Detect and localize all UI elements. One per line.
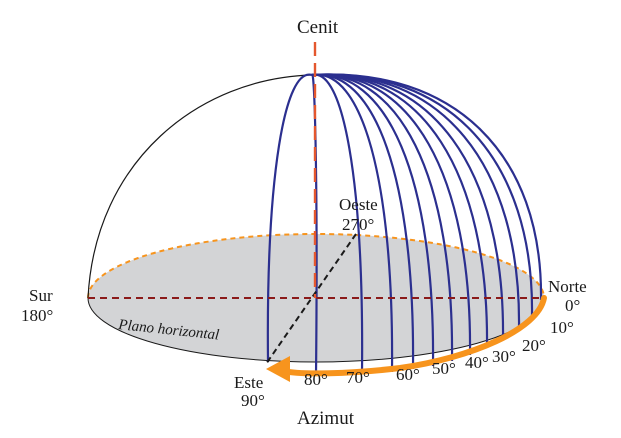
azimuth-tick-30: 30° bbox=[492, 347, 516, 366]
azimuth-tick-20: 20° bbox=[522, 336, 546, 355]
azimuth-tick-40: 40° bbox=[465, 353, 489, 372]
south-label: Sur bbox=[29, 286, 53, 305]
meridian-arc bbox=[311, 73, 415, 370]
meridian-arcs bbox=[266, 73, 543, 376]
east-label: Este bbox=[234, 373, 263, 392]
north-label: Norte bbox=[548, 277, 587, 296]
azimuth-tick-70: 70° bbox=[346, 368, 370, 387]
meridian-arc bbox=[311, 73, 364, 375]
azimuth-tick-labels: 10° 20° 30° 40° 50° 60° 70° 80° bbox=[304, 318, 574, 389]
azimuth-arrow-head bbox=[266, 356, 290, 382]
azimuth-tick-10: 10° bbox=[550, 318, 574, 337]
east-degree-label: 90° bbox=[241, 391, 265, 410]
west-label: Oeste bbox=[339, 195, 378, 214]
meridian-arc bbox=[311, 73, 394, 373]
azimuth-tick-80: 80° bbox=[304, 370, 328, 389]
zenith-label: Cenit bbox=[297, 17, 339, 38]
north-degree-label: 0° bbox=[565, 296, 580, 315]
meridian-arc bbox=[266, 73, 313, 363]
meridian-arc bbox=[311, 73, 472, 356]
east-west-line bbox=[265, 233, 357, 365]
meridian-arc bbox=[311, 73, 435, 367]
south-degree-label: 180° bbox=[21, 306, 53, 325]
azimuth-title: Azimut bbox=[297, 408, 355, 429]
azimuth-tick-60: 60° bbox=[396, 365, 420, 384]
dome-outline bbox=[87, 74, 313, 299]
azimuth-tick-50: 50° bbox=[432, 359, 456, 378]
azimuth-arrow-path bbox=[281, 295, 547, 377]
meridian-arc bbox=[311, 73, 454, 362]
west-degree-label: 270° bbox=[342, 215, 374, 234]
